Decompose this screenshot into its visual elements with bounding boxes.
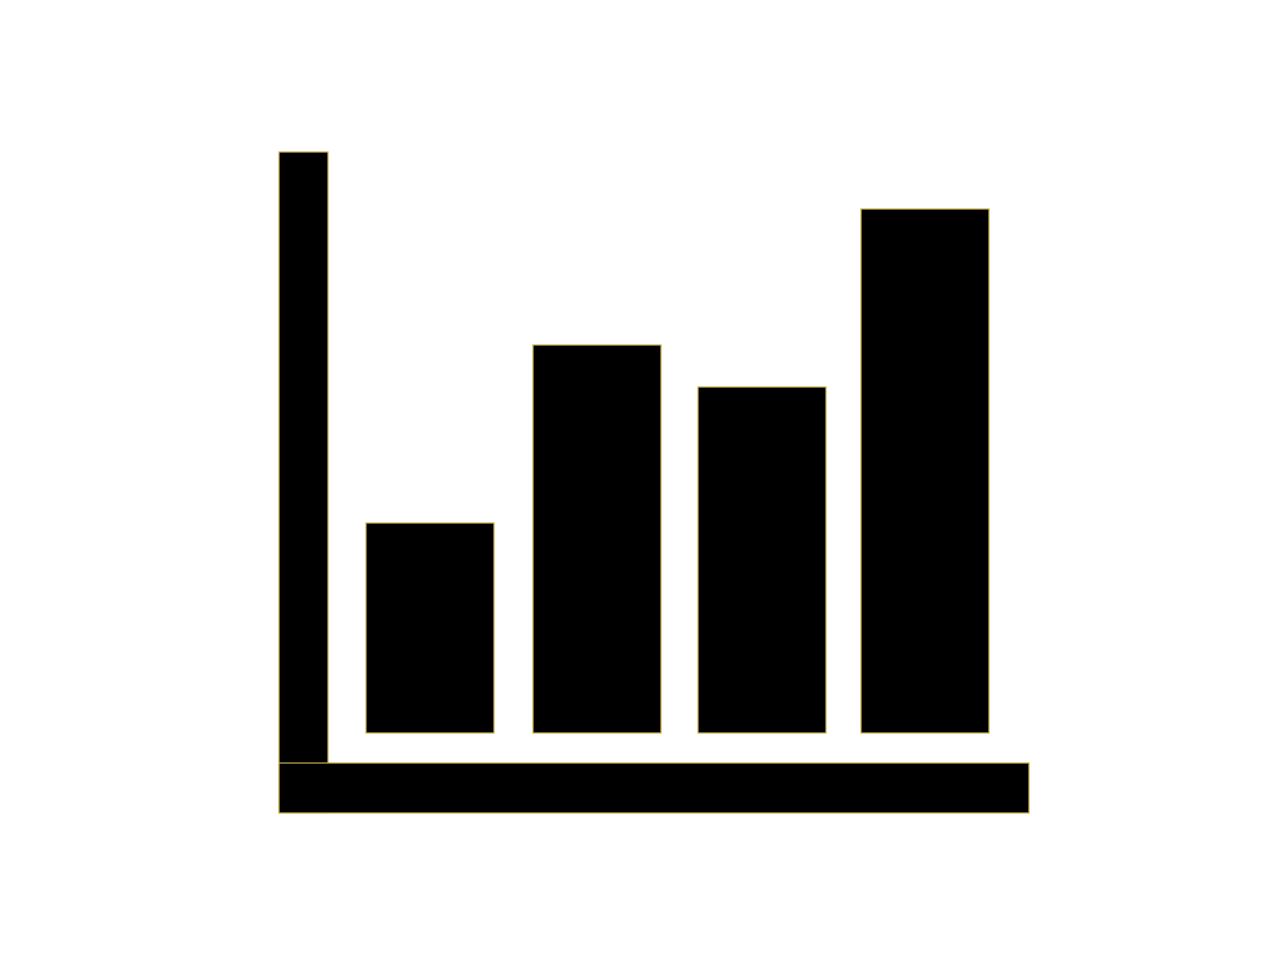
- bar-4-icon: [860, 208, 990, 734]
- bar-2-icon: [532, 344, 662, 734]
- horizontal-axis-icon: [278, 762, 1030, 814]
- bar-1-icon: [365, 522, 495, 734]
- chart-bars-icon: [365, 208, 990, 734]
- vertical-axis-icon: [278, 151, 329, 814]
- chart-axes-icon: [278, 151, 1030, 814]
- bar-3-icon: [697, 386, 827, 734]
